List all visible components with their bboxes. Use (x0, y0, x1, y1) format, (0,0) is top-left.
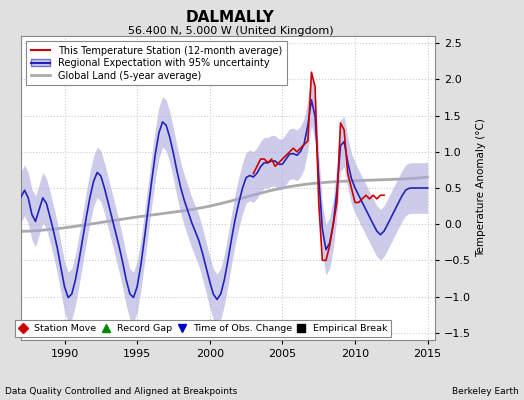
Text: 56.400 N, 5.000 W (United Kingdom): 56.400 N, 5.000 W (United Kingdom) (128, 26, 333, 36)
Legend: Station Move, Record Gap, Time of Obs. Change, Empirical Break: Station Move, Record Gap, Time of Obs. C… (15, 320, 391, 337)
Y-axis label: Temperature Anomaly (°C): Temperature Anomaly (°C) (476, 118, 486, 258)
Text: Data Quality Controlled and Aligned at Breakpoints: Data Quality Controlled and Aligned at B… (5, 387, 237, 396)
Text: DALMALLY: DALMALLY (186, 10, 275, 25)
Text: Berkeley Earth: Berkeley Earth (452, 387, 519, 396)
